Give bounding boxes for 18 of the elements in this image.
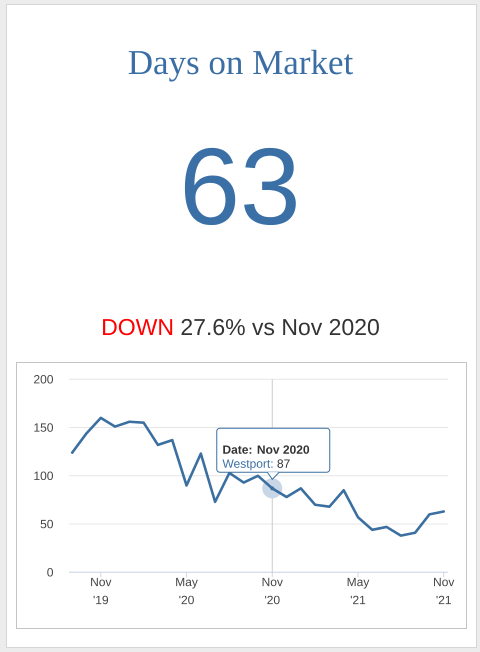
annotation: 87	[277, 459, 290, 468]
line-series	[70, 416, 446, 537]
y-tick-label: 200	[34, 375, 53, 384]
x-tick-label: Nov '20	[262, 578, 283, 604]
x-tick-label: May '20	[176, 578, 198, 604]
chart-title: Days on Market	[128, 50, 354, 82]
annotation: Date: Nov 2020	[223, 445, 310, 454]
y-tick-label: 150	[34, 423, 53, 432]
annotation: Westport:	[222, 459, 272, 470]
x-tick-label: Nov '21	[434, 578, 454, 604]
y-tick-label: 100	[34, 472, 53, 480]
y-tick-label: 0	[47, 568, 54, 577]
text: 63	[184, 148, 296, 226]
x-tick-label: May '21	[348, 578, 370, 604]
y-tick-label: 50	[40, 520, 53, 528]
x-tick-label: Nov '19	[91, 578, 112, 604]
text: DOWN	[103, 318, 172, 336]
text: 27.6% vs Nov 2020	[182, 318, 379, 336]
